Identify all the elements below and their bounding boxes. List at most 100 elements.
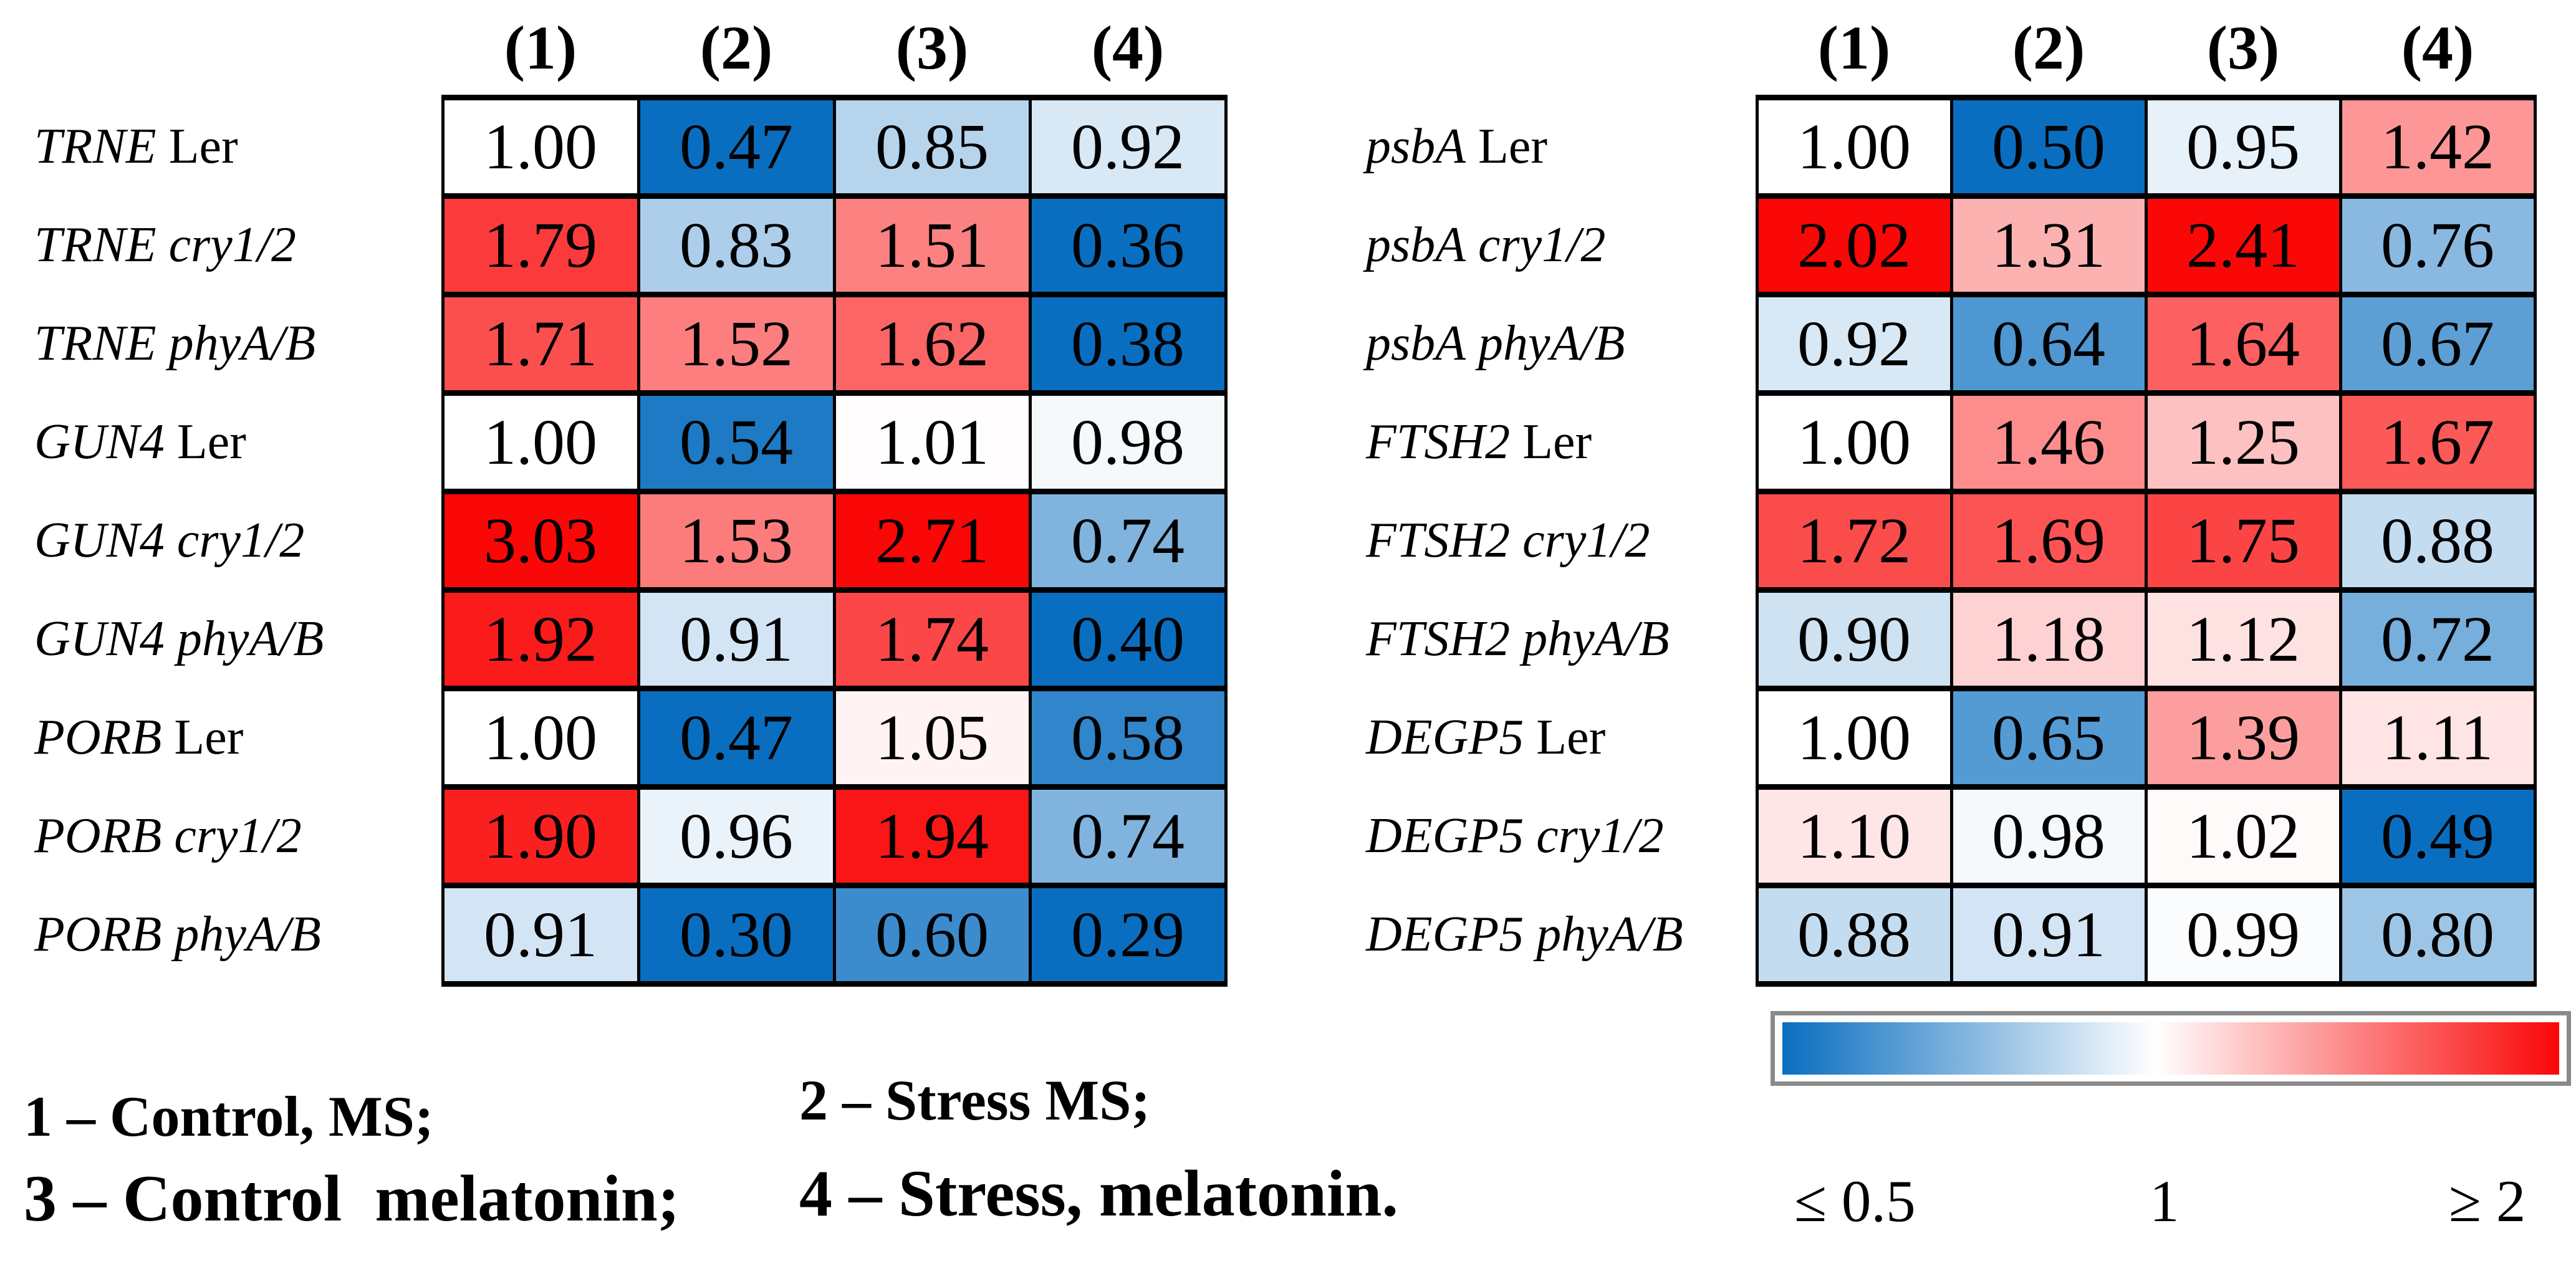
table-row: TRNE Ler 1.00 0.47 0.85 0.92 bbox=[0, 95, 1228, 199]
value-cell: 0.99 bbox=[2144, 883, 2342, 987]
value-cell: 0.36 bbox=[1028, 193, 1228, 297]
row-label: TRNE phyA/B bbox=[0, 294, 443, 393]
genotype-name: cry1/2 bbox=[174, 808, 302, 863]
table-row: psbA phyA/B 0.92 0.64 1.64 0.67 bbox=[1362, 292, 2537, 396]
value-cell: 0.72 bbox=[2338, 587, 2537, 691]
gene-name: PORB bbox=[34, 710, 162, 765]
gene-name: FTSH2 bbox=[1366, 513, 1511, 568]
row-label: psbA Ler bbox=[1362, 97, 1757, 196]
value-cell: 1.53 bbox=[637, 489, 836, 593]
genotype-name: Ler bbox=[174, 710, 244, 765]
value-cell: 1.74 bbox=[832, 587, 1032, 691]
row-label: psbA cry1/2 bbox=[1362, 196, 1757, 295]
row-label: DEGP5 cry1/2 bbox=[1362, 787, 1757, 886]
value-cell: 0.76 bbox=[2338, 193, 2537, 297]
gene-name: psbA bbox=[1366, 316, 1466, 371]
value-cell: 0.64 bbox=[1949, 292, 2148, 396]
gene-name: DEGP5 bbox=[1366, 710, 1524, 765]
gene-name: PORB bbox=[34, 907, 162, 962]
header-spacer bbox=[1362, 0, 1757, 98]
scale-label-mid: 1 bbox=[2150, 1168, 2180, 1234]
genotype-name: phyA/B bbox=[1478, 316, 1625, 371]
value-cell: 0.85 bbox=[832, 95, 1032, 199]
gene-name: FTSH2 bbox=[1366, 415, 1511, 469]
value-cell: 0.50 bbox=[1949, 95, 2148, 199]
row-label: psbA phyA/B bbox=[1362, 294, 1757, 393]
row-label: TRNE Ler bbox=[0, 97, 443, 196]
heatmap-left: (1) (2) (3) (4) TRNE Ler 1.00 0.47 0.85 0.92 TRNE… bbox=[0, 0, 1228, 987]
row-label: DEGP5 phyA/B bbox=[1362, 885, 1757, 984]
column-header: (2) bbox=[1951, 0, 2146, 98]
value-cell: 1.71 bbox=[441, 292, 640, 396]
column-header: (1) bbox=[1757, 0, 1951, 98]
value-cell: 1.10 bbox=[1755, 784, 1953, 888]
genotype-name: phyA/B bbox=[176, 611, 324, 666]
color-scale-bar bbox=[1771, 1011, 2571, 1086]
value-cell: 0.74 bbox=[1028, 489, 1228, 593]
value-cell: 1.39 bbox=[2144, 686, 2342, 790]
gene-name: GUN4 bbox=[34, 611, 165, 666]
table-row: FTSH2 Ler 1.00 1.46 1.25 1.67 bbox=[1362, 390, 2537, 494]
value-cell: 1.51 bbox=[832, 193, 1032, 297]
table-row: psbA Ler 1.00 0.50 0.95 1.42 bbox=[1362, 95, 2537, 199]
genotype-name: phyA/B bbox=[1522, 611, 1670, 666]
scale-label-low: ≤ 0.5 bbox=[1794, 1168, 1916, 1234]
value-cell: 2.41 bbox=[2144, 193, 2342, 297]
value-cell: 1.00 bbox=[441, 390, 640, 494]
value-cell: 0.49 bbox=[2338, 784, 2537, 888]
table-row: TRNE cry1/2 1.79 0.83 1.51 0.36 bbox=[0, 193, 1228, 297]
genotype-name: Ler bbox=[168, 119, 238, 174]
row-label: DEGP5 Ler bbox=[1362, 688, 1757, 787]
value-cell: 1.62 bbox=[832, 292, 1032, 396]
row-label: GUN4 Ler bbox=[0, 393, 443, 492]
genotype-name: phyA/B bbox=[168, 316, 316, 371]
value-cell: 0.47 bbox=[637, 686, 836, 790]
value-cell: 0.92 bbox=[1755, 292, 1953, 396]
table-row: PORB Ler 1.00 0.47 1.05 0.58 bbox=[0, 686, 1228, 790]
table-row: TRNE phyA/B 1.71 1.52 1.62 0.38 bbox=[0, 292, 1228, 396]
gene-name: DEGP5 bbox=[1366, 808, 1524, 863]
table-row: PORB cry1/2 1.90 0.96 1.94 0.74 bbox=[0, 784, 1228, 888]
row-label: FTSH2 Ler bbox=[1362, 393, 1757, 492]
value-cell: 1.05 bbox=[832, 686, 1032, 790]
gene-name: PORB bbox=[34, 808, 162, 863]
column-header: (2) bbox=[638, 0, 834, 98]
gene-name: GUN4 bbox=[34, 513, 165, 568]
gene-name: GUN4 bbox=[34, 415, 165, 469]
table-row: FTSH2 cry1/2 1.72 1.69 1.75 0.88 bbox=[1362, 489, 2537, 593]
value-cell: 0.67 bbox=[2338, 292, 2537, 396]
value-cell: 1.52 bbox=[637, 292, 836, 396]
gene-name: DEGP5 bbox=[1366, 907, 1524, 962]
table-row: DEGP5 phyA/B 0.88 0.91 0.99 0.80 bbox=[1362, 883, 2537, 987]
row-label: FTSH2 phyA/B bbox=[1362, 590, 1757, 689]
condition-key-4: 4 – Stress, melatonin. bbox=[799, 1157, 1398, 1230]
value-cell: 0.91 bbox=[1949, 883, 2148, 987]
value-cell: 0.91 bbox=[441, 883, 640, 987]
genotype-name: cry1/2 bbox=[1522, 513, 1650, 568]
value-cell: 0.95 bbox=[2144, 95, 2342, 199]
gene-name: TRNE bbox=[34, 218, 156, 272]
row-label: FTSH2 cry1/2 bbox=[1362, 491, 1757, 590]
value-cell: 1.46 bbox=[1949, 390, 2148, 494]
value-cell: 1.79 bbox=[441, 193, 640, 297]
value-cell: 1.69 bbox=[1949, 489, 2148, 593]
value-cell: 1.11 bbox=[2338, 686, 2537, 790]
value-cell: 0.30 bbox=[637, 883, 836, 987]
value-cell: 0.40 bbox=[1028, 587, 1228, 691]
heatmap-right: (1) (2) (3) (4) psbA Ler 1.00 0.50 0.95 1.42 psbA… bbox=[1362, 0, 2537, 987]
value-cell: 1.67 bbox=[2338, 390, 2537, 494]
genotype-name: Ler bbox=[1522, 415, 1592, 469]
table-row: psbA cry1/2 2.02 1.31 2.41 0.76 bbox=[1362, 193, 2537, 297]
value-cell: 3.03 bbox=[441, 489, 640, 593]
value-cell: 0.92 bbox=[1028, 95, 1228, 199]
genotype-name: phyA/B bbox=[1536, 907, 1683, 962]
table-row: PORB phyA/B 0.91 0.30 0.60 0.29 bbox=[0, 883, 1228, 987]
value-cell: 0.58 bbox=[1028, 686, 1228, 790]
value-cell: 0.96 bbox=[637, 784, 836, 888]
row-label: GUN4 phyA/B bbox=[0, 590, 443, 689]
table-row: GUN4 Ler 1.00 0.54 1.01 0.98 bbox=[0, 390, 1228, 494]
value-cell: 0.88 bbox=[2338, 489, 2537, 593]
value-cell: 0.80 bbox=[2338, 883, 2537, 987]
value-cell: 0.60 bbox=[832, 883, 1032, 987]
